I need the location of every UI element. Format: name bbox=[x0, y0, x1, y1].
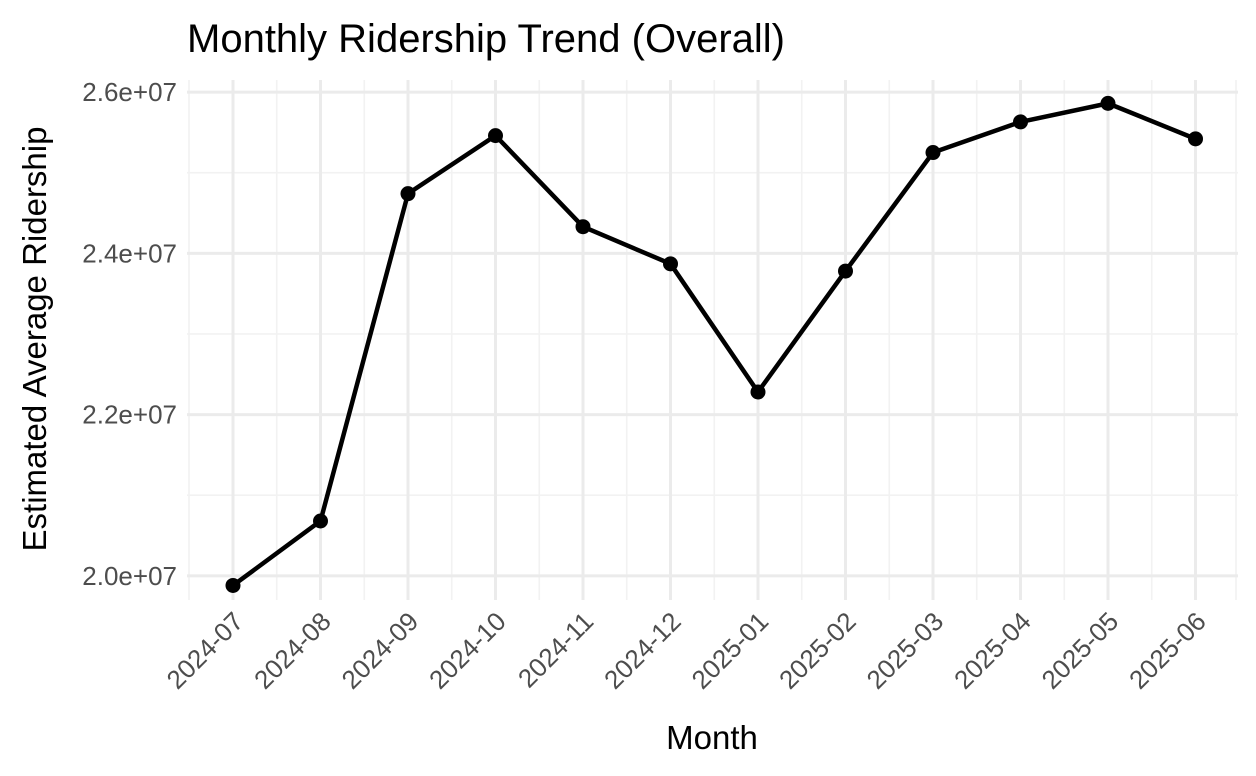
data-point bbox=[750, 384, 766, 400]
data-point bbox=[225, 577, 241, 593]
x-axis-title: Month bbox=[666, 719, 758, 756]
major-gridlines bbox=[187, 80, 1238, 600]
ridership-series-points bbox=[225, 95, 1203, 593]
data-point bbox=[313, 513, 328, 529]
y-axis-tick-labels: 2.0e+07 2.2e+07 2.4e+07 2.6e+07 bbox=[82, 77, 177, 591]
ridership-series-line bbox=[230, 101, 1198, 588]
data-point bbox=[488, 128, 503, 144]
data-point bbox=[1100, 95, 1116, 111]
data-point bbox=[575, 219, 591, 235]
minor-gridlines bbox=[187, 80, 1238, 600]
data-point bbox=[400, 186, 416, 202]
y-tick-label: 2.2e+07 bbox=[82, 400, 177, 430]
chart-title: Monthly Ridership Trend (Overall) bbox=[187, 17, 785, 61]
data-point bbox=[663, 256, 678, 272]
data-point bbox=[1188, 131, 1203, 147]
y-tick-label: 2.0e+07 bbox=[82, 561, 177, 591]
y-tick-label: 2.6e+07 bbox=[82, 77, 177, 107]
y-axis-title: Estimated Average Ridership bbox=[16, 127, 53, 552]
y-tick-label: 2.4e+07 bbox=[82, 238, 177, 268]
data-point bbox=[1013, 114, 1028, 130]
data-point bbox=[925, 145, 941, 161]
data-point bbox=[838, 263, 853, 279]
